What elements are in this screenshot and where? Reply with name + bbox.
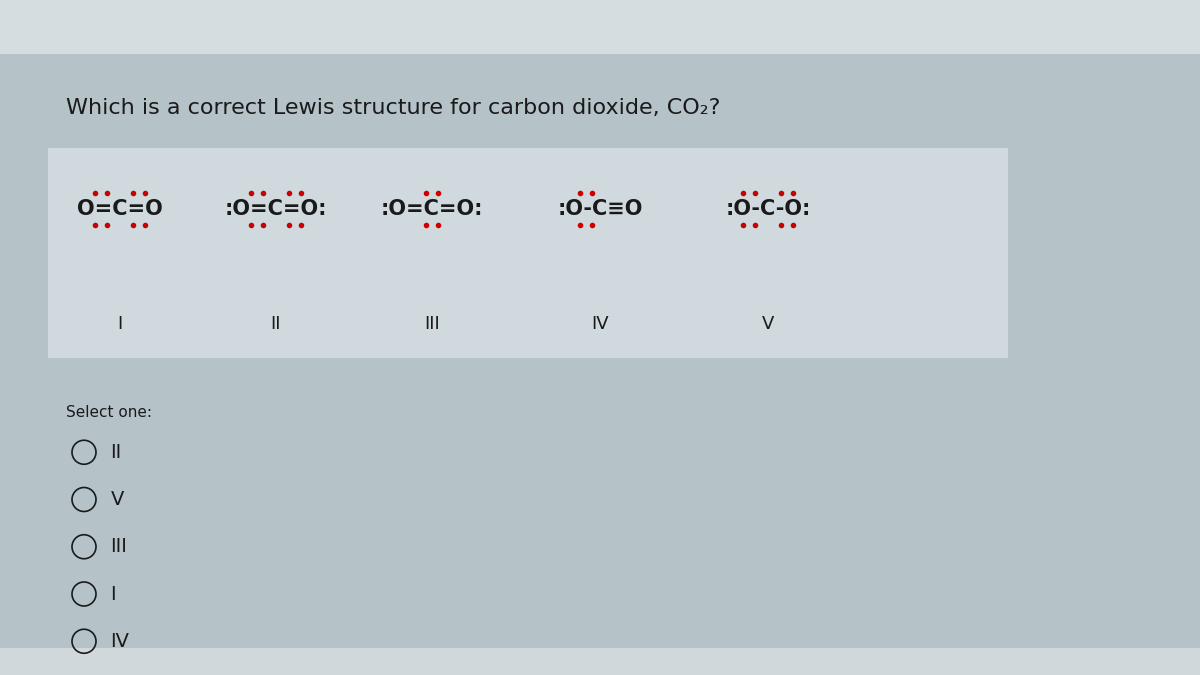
Text: IV: IV: [110, 632, 130, 651]
Text: III: III: [424, 315, 440, 333]
Text: :O=C=O:: :O=C=O:: [224, 199, 328, 219]
Text: Select one:: Select one:: [66, 405, 152, 420]
Text: :O=C=O:: :O=C=O:: [380, 199, 484, 219]
Text: I: I: [118, 315, 122, 333]
Bar: [48, 148, 1008, 358]
Text: V: V: [762, 315, 774, 333]
Bar: [0, 648, 1200, 675]
Text: :O-C-O:: :O-C-O:: [725, 199, 811, 219]
Text: III: III: [110, 537, 127, 556]
Bar: [0, 0, 1200, 54]
Text: I: I: [110, 585, 116, 603]
Text: O=C=O: O=C=O: [77, 199, 163, 219]
Text: II: II: [110, 443, 121, 462]
Text: V: V: [110, 490, 124, 509]
Text: IV: IV: [592, 315, 608, 333]
Text: II: II: [271, 315, 281, 333]
Text: :O-C≡O: :O-C≡O: [557, 199, 643, 219]
Text: Which is a correct Lewis structure for carbon dioxide, CO₂?: Which is a correct Lewis structure for c…: [66, 98, 720, 118]
